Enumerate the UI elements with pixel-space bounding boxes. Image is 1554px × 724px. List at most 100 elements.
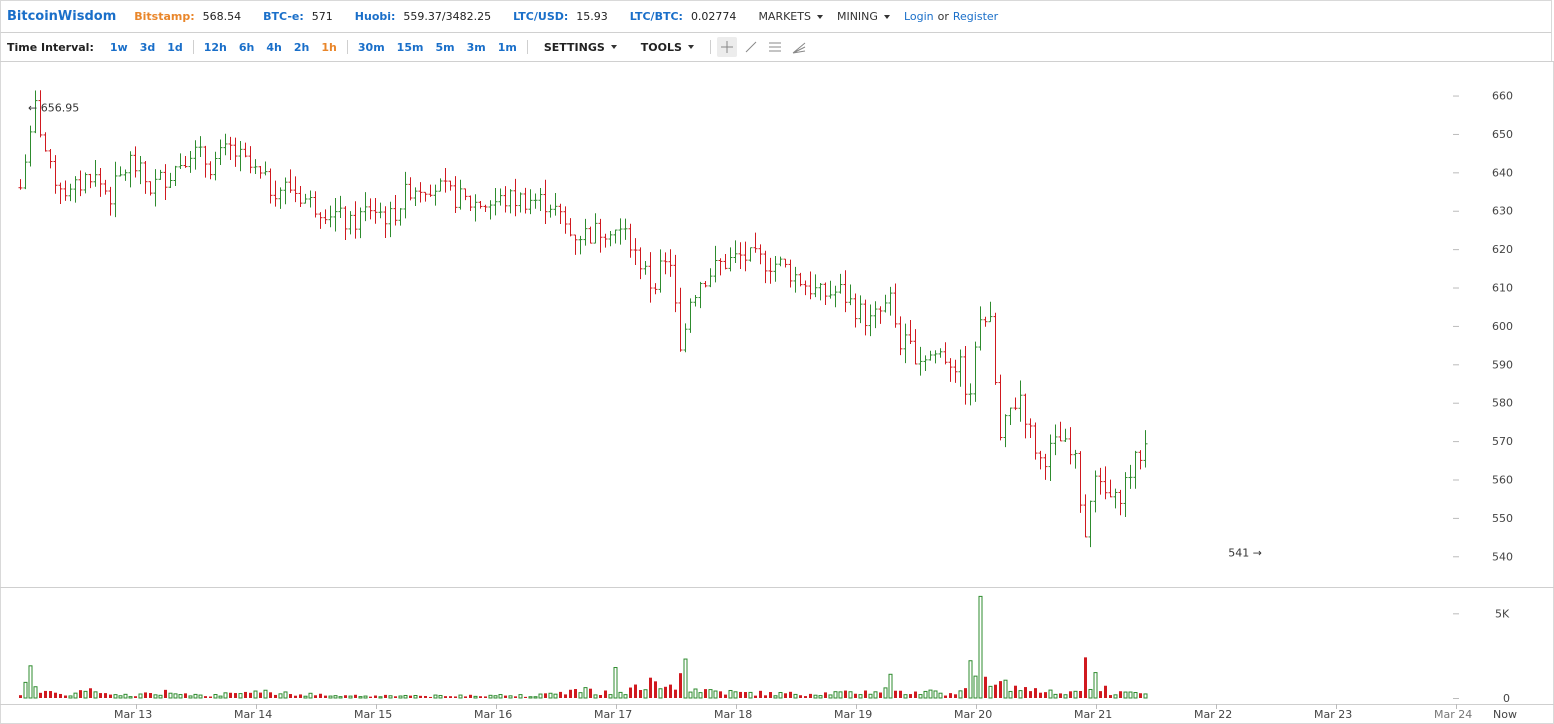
- volume-bar: [153, 694, 158, 699]
- interval-30m[interactable]: 30m: [357, 40, 385, 54]
- volume-bar: [733, 691, 738, 699]
- volume-bar: [223, 692, 228, 699]
- chevron-down-icon: [687, 45, 694, 49]
- volume-bar: [289, 694, 292, 698]
- tools-menu[interactable]: TOOLS: [641, 41, 694, 54]
- volume-bar: [883, 687, 888, 699]
- volume-bar: [398, 695, 403, 699]
- volume-bar: [769, 692, 772, 698]
- volume-bar: [964, 688, 967, 698]
- volume-bar: [1133, 692, 1138, 699]
- volume-bar: [173, 693, 178, 699]
- volume-bar: [704, 689, 707, 698]
- interval-1h[interactable]: 1h: [321, 40, 337, 54]
- interval-1d[interactable]: 1d: [167, 40, 183, 54]
- volume-bar: [949, 693, 952, 698]
- volume-bar: [824, 692, 827, 698]
- price-volume-chart[interactable]: 540 550 560 570 580 590 600 610 620 630 640 650 660 0…: [0, 61, 1554, 724]
- volume-bar: [764, 695, 767, 698]
- price-tick-label: 570: [1492, 435, 1513, 448]
- volume-bar: [498, 694, 503, 699]
- volume-bar: [508, 695, 513, 699]
- volume-bar: [1014, 685, 1017, 698]
- fan-icon[interactable]: [789, 37, 809, 57]
- x-tick-label: Mar 20: [954, 708, 992, 721]
- ticker-value: 571: [311, 10, 333, 23]
- markets-menu-label: MARKETS: [758, 10, 811, 23]
- crosshair-icon[interactable]: [716, 37, 737, 57]
- volume-bar: [493, 695, 498, 699]
- volume-bar: [1024, 687, 1027, 698]
- site-logo[interactable]: BitcoinWisdom: [7, 9, 117, 24]
- ticker-item[interactable]: Bitstamp: 568.54: [134, 10, 241, 23]
- volume-bar: [1084, 657, 1087, 698]
- volume-bar: [958, 690, 963, 699]
- volume-bar: [198, 694, 203, 699]
- volume-bar: [149, 693, 152, 698]
- x-tick-label: Mar 24: [1434, 708, 1472, 721]
- volume-bar: [168, 692, 173, 699]
- volume-bar: [799, 695, 802, 698]
- divider: [526, 40, 528, 54]
- volume-bar: [938, 692, 943, 699]
- volume-bar: [1088, 688, 1093, 699]
- settings-menu[interactable]: SETTINGS: [544, 41, 617, 54]
- markets-menu[interactable]: MARKETS: [758, 10, 823, 23]
- volume-bar: [188, 695, 193, 699]
- ticker-item[interactable]: BTC-e: 571: [263, 10, 333, 23]
- volume-bar: [193, 693, 198, 699]
- volume-bar: [388, 695, 393, 699]
- ticker-value: 559.37/3482.25: [403, 10, 492, 23]
- volume-bar: [553, 693, 558, 699]
- volume-bar: [813, 694, 818, 699]
- volume-bar: [528, 696, 533, 699]
- register-link[interactable]: Register: [952, 10, 999, 23]
- interval-2h[interactable]: 2h: [293, 40, 310, 54]
- horizontal-lines-icon[interactable]: [765, 37, 785, 57]
- tools-menu-label: TOOLS: [640, 40, 682, 54]
- volume-bar: [253, 690, 258, 699]
- volume-bar: [669, 684, 672, 698]
- volume-bar: [54, 692, 57, 698]
- volume-bar: [363, 695, 368, 699]
- mining-menu[interactable]: MINING: [837, 10, 890, 23]
- volume-bar: [1018, 690, 1023, 699]
- interval-3m[interactable]: 3m: [466, 40, 486, 54]
- volume-bar: [89, 688, 92, 698]
- ticker-value: 568.54: [202, 10, 242, 23]
- ticker-item[interactable]: LTC/USD: 15.93: [513, 10, 608, 23]
- interval-1w[interactable]: 1w: [109, 40, 128, 54]
- volume-bar: [664, 686, 667, 698]
- chart-area[interactable]: 540 550 560 570 580 590 600 610 620 630 640 650 660 0…: [0, 61, 1554, 724]
- volume-bar: [238, 693, 243, 699]
- volume-bar: [123, 693, 128, 699]
- volume-bar: [833, 691, 838, 699]
- interval-4h[interactable]: 4h: [266, 40, 282, 54]
- volume-bar: [413, 695, 418, 699]
- interval-5m[interactable]: 5m: [435, 40, 455, 54]
- volume-bar: [593, 694, 598, 699]
- volume-bar: [804, 696, 807, 698]
- chevron-down-icon: [883, 14, 890, 19]
- interval-12h[interactable]: 12h: [203, 40, 227, 54]
- ticker-item[interactable]: Huobi: 559.37/3482.25: [355, 10, 491, 23]
- login-link[interactable]: Login: [903, 10, 934, 23]
- price-annotation: 541 →: [1228, 546, 1262, 559]
- volume-bar: [873, 691, 878, 699]
- volume-bar: [409, 695, 412, 698]
- volume-bar: [1044, 692, 1047, 698]
- price-annotation: ← 656.95: [28, 101, 79, 114]
- interval-3d[interactable]: 3d: [139, 40, 156, 54]
- price-tick-label: 590: [1492, 358, 1513, 371]
- trendline-icon[interactable]: [741, 37, 761, 57]
- interval-6h[interactable]: 6h: [238, 40, 255, 54]
- interval-15m[interactable]: 15m: [396, 40, 424, 54]
- volume-bar: [564, 694, 567, 698]
- interval-1m[interactable]: 1m: [497, 40, 517, 54]
- volume-bar: [83, 690, 88, 699]
- volume-bar: [589, 688, 592, 698]
- ticker-item[interactable]: LTC/BTC: 0.02774: [630, 10, 737, 23]
- volume-bar: [249, 692, 252, 698]
- volume-bar: [178, 694, 183, 699]
- volume-bar: [64, 695, 67, 698]
